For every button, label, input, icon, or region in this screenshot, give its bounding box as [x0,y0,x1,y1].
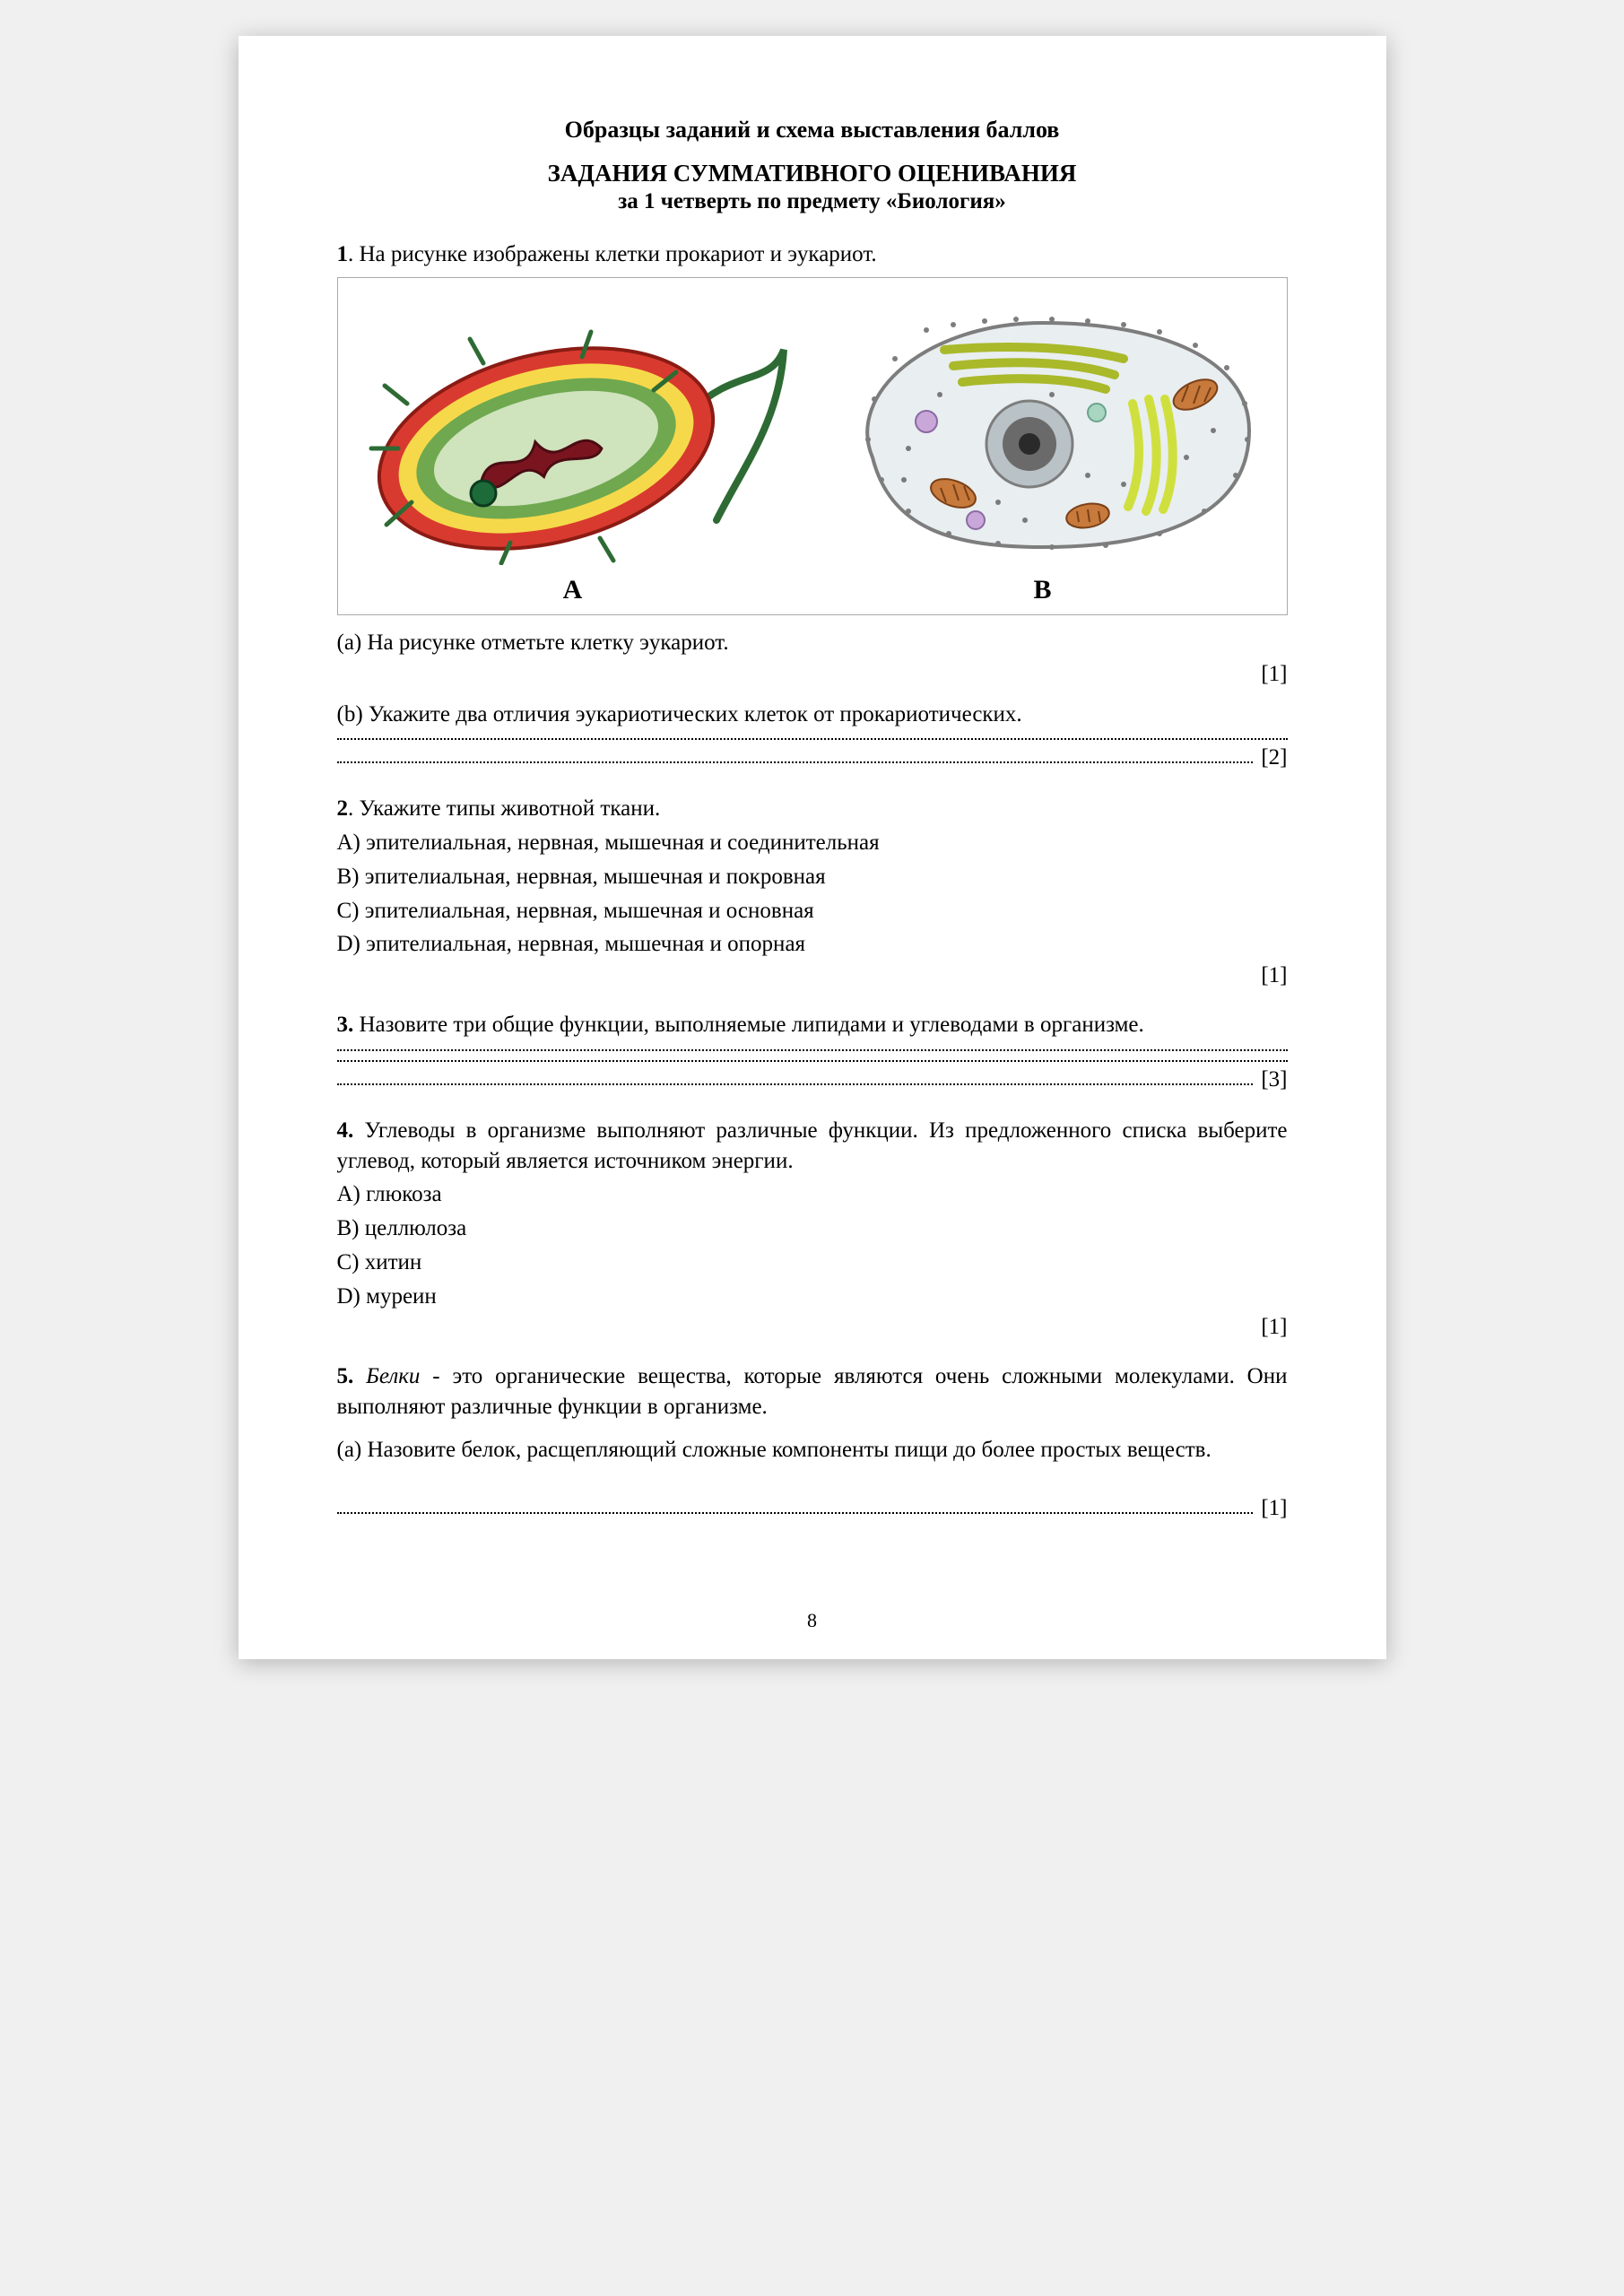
q4-opt-a: A) глюкоза [337,1179,1288,1210]
q1-part-a-text: (a) На рисунке отметьте клетку эукариот. [337,628,1288,658]
q5-italic: Белки [353,1364,420,1388]
cells-figure: А [337,277,1288,615]
header-line-2: ЗАДАНИЯ СУММАТИВНОГО ОЦЕНИВАНИЯ [337,160,1288,187]
q4-intro-text: Углеводы в организме выполняют различные… [337,1118,1288,1173]
prokaryote-illustration [358,314,788,565]
q1-score-a: [1] [337,662,1288,687]
q5-rest: - это органические вещества, которые явл… [337,1364,1288,1419]
cell-B-wrap: В [819,296,1267,605]
q3-intro-text: Назовите три общие функции, выполняемые … [353,1013,1144,1037]
q1-number: 1 [337,242,349,266]
q3-block: 3. Назовите три общие функции, выполняем… [337,1010,1288,1040]
q1-score-b: [2] [1254,745,1287,770]
answer-line-with-score: [2] [337,749,1288,767]
q1-intro: 1. На рисунке изображены клетки прокарио… [337,239,1288,270]
q1-part-b-text: (b) Укажите два отличия эукариотических … [337,700,1288,730]
answer-line-with-score: [3] [337,1071,1288,1089]
q4-score: [1] [337,1315,1288,1340]
q2-intro-text: . Укажите типы животной ткани. [348,796,660,821]
answer-line-with-score: [1] [337,1500,1288,1518]
cell-B-label: В [819,575,1267,605]
q2-block: 2. Укажите типы животной ткани. A) эпите… [337,794,1288,960]
header-line-1: Образцы заданий и схема выставления балл… [337,117,1288,144]
answer-line [337,738,1288,740]
q4-opt-c: C) хитин [337,1248,1288,1278]
page: Образцы заданий и схема выставления балл… [239,36,1386,1659]
answer-line [337,1049,1288,1051]
q4-number: 4. [337,1118,354,1143]
eukaryote-illustration [819,296,1267,565]
q2-score: [1] [337,963,1288,988]
q2-opt-d: D) эпителиальная, нервная, мышечная и оп… [337,929,1288,960]
page-number: 8 [239,1609,1386,1632]
cell-A-label: А [358,575,788,605]
q4-block: 4. Углеводы в организме выполняют различ… [337,1116,1288,1312]
header-line-3: за 1 четверть по предмету «Биология» [337,189,1288,214]
q5-block: 5. Белки - это органические вещества, ко… [337,1361,1288,1422]
q5-score-a: [1] [1254,1496,1287,1521]
q2-opt-c: C) эпителиальная, нервная, мышечная и ос… [337,896,1288,926]
q5-part-a-text: (a) Назовите белок, расщепляющий сложные… [337,1435,1288,1465]
q4-opt-b: B) целлюлоза [337,1213,1288,1244]
q5-part-a: (a) Назовите белок, расщепляющий сложные… [337,1435,1288,1465]
cell-A-wrap: А [358,314,788,605]
q2-opt-a: A) эпителиальная, нервная, мышечная и со… [337,828,1288,858]
q2-number: 2 [337,796,349,821]
answer-line [337,1060,1288,1062]
q3-number: 3. [337,1013,354,1037]
q3-score: [3] [1254,1067,1287,1092]
q1-part-a: (a) На рисунке отметьте клетку эукариот. [337,628,1288,658]
q1-part-b: (b) Укажите два отличия эукариотических … [337,700,1288,730]
q5-number: 5. [337,1364,354,1388]
q2-opt-b: B) эпителиальная, нервная, мышечная и по… [337,862,1288,892]
q4-opt-d: D) муреин [337,1282,1288,1312]
q1-intro-text: . На рисунке изображены клетки прокариот… [348,242,877,266]
